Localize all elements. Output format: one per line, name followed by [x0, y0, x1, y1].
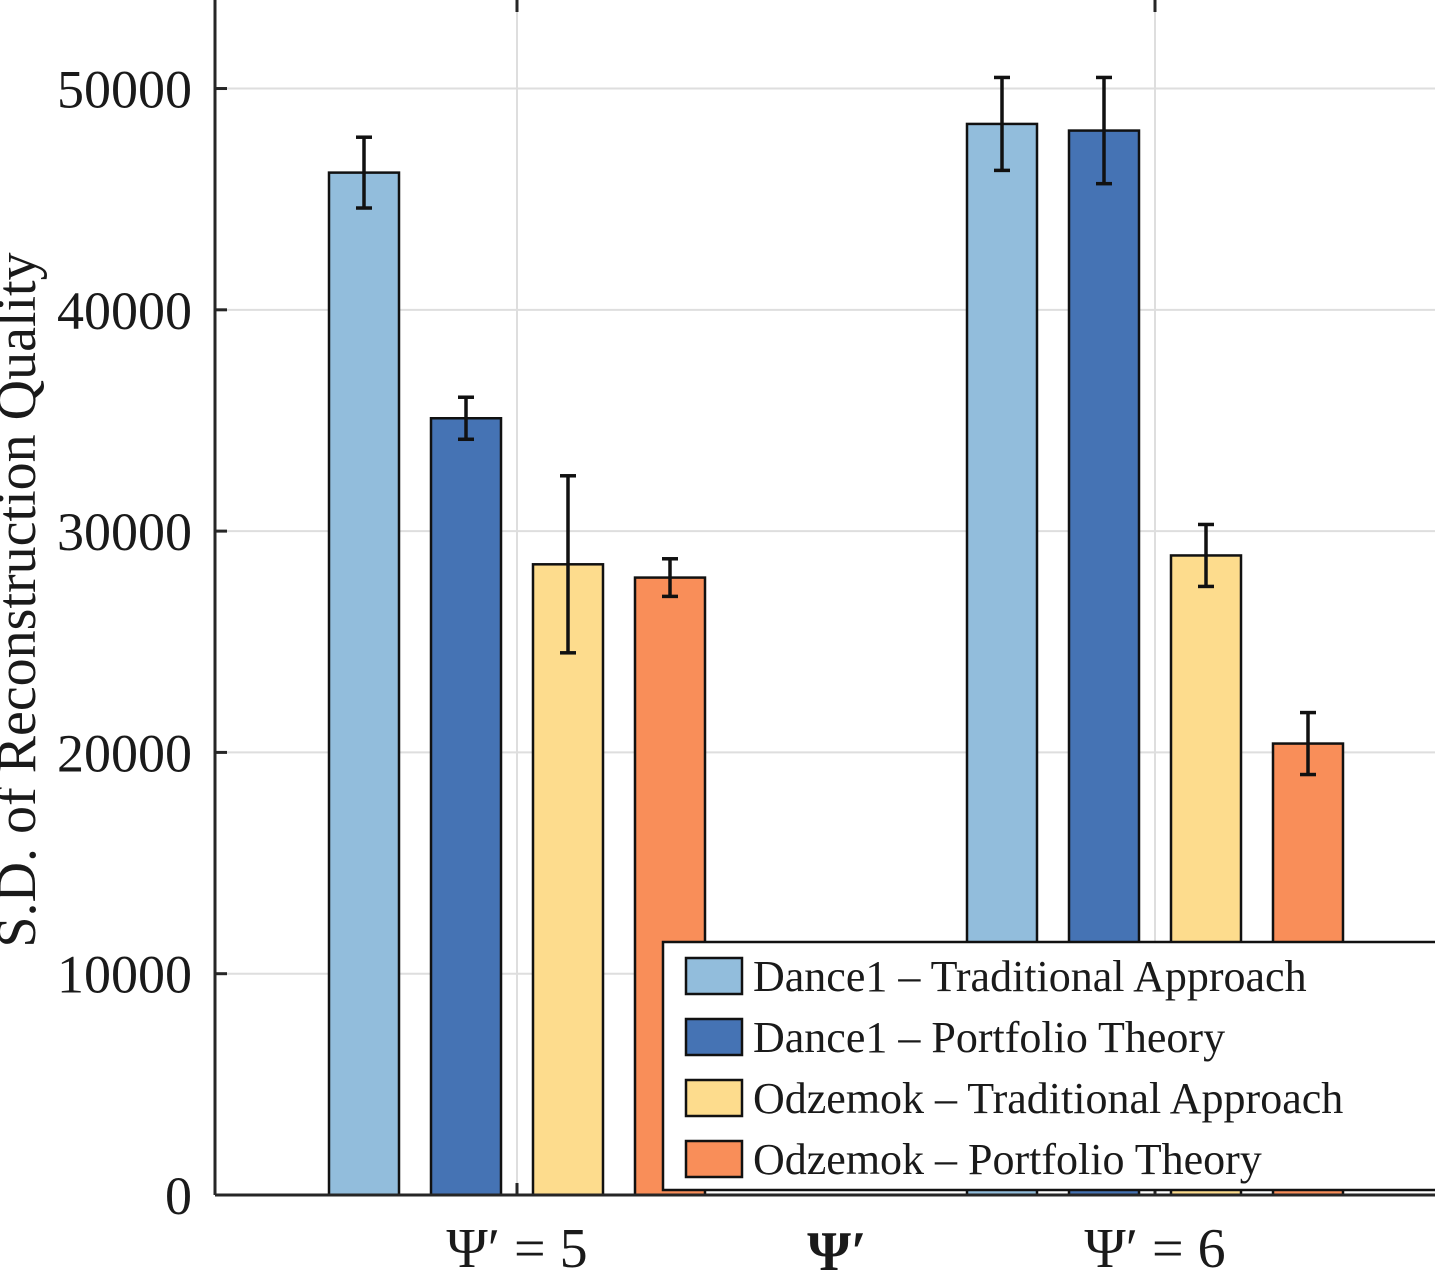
y-tick-label: 30000	[57, 502, 192, 562]
y-tick-label: 50000	[57, 60, 192, 120]
error-bars	[356, 75, 1316, 777]
y-tick-label: 20000	[57, 723, 192, 783]
legend-entry-label: Dance1 – Traditional Approach	[753, 952, 1307, 1001]
axes	[213, 0, 1435, 1197]
legend-entry-label: Odzemok – Traditional Approach	[753, 1074, 1343, 1123]
legend-swatch	[684, 956, 744, 996]
grid-lines	[215, 0, 1435, 1195]
legend-swatch	[684, 1139, 744, 1179]
legend-swatch	[684, 1017, 744, 1057]
bar	[429, 417, 503, 1197]
y-tick-label: 40000	[57, 281, 192, 341]
legend: Dance1 – Traditional Approach Dance1 – Po…	[661, 940, 1435, 1192]
y-tick-label: 10000	[57, 945, 192, 1005]
legend-entry-label: Odzemok – Portfolio Theory	[753, 1135, 1262, 1184]
x-axis-label: Ψ′	[807, 1221, 866, 1280]
y-axis-label: S.D. of Reconstruction Quality	[0, 252, 48, 947]
x-tick-label: Ψ′ = 5	[446, 1218, 587, 1280]
bar	[531, 563, 605, 1197]
x-tick-label: Ψ′ = 6	[1084, 1218, 1225, 1280]
y-tick-labels: 0 10000 20000 30000 40000 50000	[57, 60, 192, 1226]
x-tick-labels: Ψ′ = 5 Ψ′ = 6	[446, 1218, 1225, 1280]
legend-entry-label: Dance1 – Portfolio Theory	[753, 1013, 1225, 1062]
y-tick-label: 0	[165, 1166, 192, 1226]
bar	[327, 171, 401, 1197]
legend-box	[661, 940, 1435, 1192]
legend-swatch	[684, 1078, 744, 1118]
